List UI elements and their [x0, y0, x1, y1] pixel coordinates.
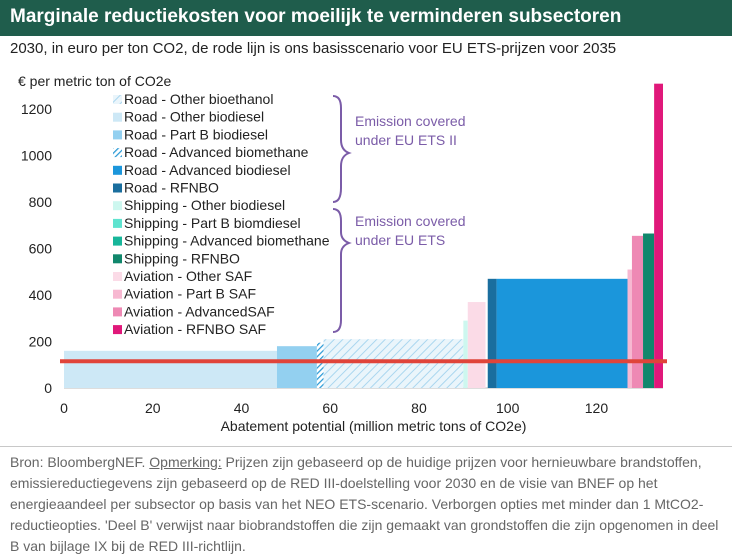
x-tick-label: 80 — [411, 400, 427, 416]
ets2-brace — [332, 95, 352, 203]
annotation-line: Emission covered — [355, 213, 466, 229]
legend-entry: Shipping - Advanced biomethane — [124, 233, 330, 249]
legend-swatch — [113, 130, 122, 140]
legend-swatch — [113, 254, 122, 264]
y-tick-label: 1200 — [21, 101, 52, 117]
legend-swatch — [113, 112, 122, 122]
legend-entry: Road - Advanced biomethane — [124, 144, 309, 160]
legend-entry: Road - Other bioethanol — [124, 91, 273, 107]
legend-entry: Aviation - RFNBO SAF — [124, 321, 266, 337]
bar-shipping-rfnbo — [643, 233, 655, 388]
legend-swatch — [113, 148, 122, 158]
mac-curve-chart: € per metric ton of CO2e0200400600800100… — [18, 73, 667, 434]
footnote-note-label: Opmerking: — [149, 454, 222, 470]
chart-subtitle: 2030, in euro per ton CO2, de rode lijn … — [10, 40, 617, 57]
y-tick-label: 0 — [44, 380, 52, 396]
bar-road-other-bioethanol — [323, 339, 464, 388]
footnote-note-text: Prijzen zijn gebaseerd op de huidige pri… — [10, 454, 719, 554]
legend-entry: Aviation - Part B SAF — [124, 286, 256, 302]
bar-aviation-part-b-saf — [627, 269, 632, 388]
legend-entry: Shipping - RFNBO — [124, 250, 240, 266]
legend-swatch — [113, 289, 122, 299]
legend-swatch — [113, 201, 122, 211]
bar-road-rfnbo — [487, 278, 497, 388]
x-tick-label: 20 — [145, 400, 161, 416]
x-tick-label: 0 — [60, 400, 68, 416]
bar-road-part-b-biodiesel — [276, 346, 317, 388]
y-tick-label: 1000 — [21, 148, 52, 164]
x-axis-label: Abatement potential (million metric tons… — [221, 418, 527, 434]
ets-brace — [332, 208, 352, 333]
bar-shipping-other-biodiesel — [463, 320, 468, 388]
legend-swatch — [113, 236, 122, 246]
legend-entry: Aviation - Other SAF — [124, 268, 252, 284]
annotation-line: under EU ETS — [355, 232, 445, 248]
bar-aviation-advancedsaf — [631, 235, 644, 388]
legend-swatch — [113, 272, 122, 281]
y-tick-label: 800 — [29, 194, 53, 210]
legend-swatch — [113, 307, 122, 317]
y-tick-label: 200 — [29, 334, 53, 350]
x-tick-label: 60 — [322, 400, 338, 416]
footnote-source: Bron: BloombergNEF. — [10, 454, 150, 470]
title-bar: Marginale reductiekosten voor moeilijk t… — [0, 0, 732, 36]
legend-swatch — [113, 218, 122, 228]
legend-swatch — [113, 95, 122, 104]
page-title: Marginale reductiekosten voor moeilijk t… — [10, 6, 622, 27]
y-tick-label: 600 — [29, 241, 53, 257]
legend-entry: Road - Part B biodiesel — [124, 126, 268, 142]
bar-road-other-biodiesel — [64, 350, 277, 388]
legend-entry: Road - Other biodiesel — [124, 109, 264, 125]
x-tick-label: 100 — [496, 400, 520, 416]
annotation-line: Emission covered — [355, 113, 466, 129]
y-axis-label: € per metric ton of CO2e — [18, 73, 172, 89]
bar-road-advanced-biomethane — [316, 342, 324, 388]
footnote: Bron: BloombergNEF. Opmerking: Prijzen z… — [10, 452, 722, 557]
x-tick-label: 120 — [585, 400, 609, 416]
legend-entry: Shipping - Other biodiesel — [124, 197, 285, 213]
footnote-divider — [0, 446, 732, 447]
bar-aviation-rfnbo-saf — [654, 83, 663, 388]
legend-swatch — [113, 325, 122, 335]
legend-entry: Road - RFNBO — [124, 180, 219, 196]
bar-road-advanced-biodiesel — [496, 278, 628, 388]
bar-aviation-other-saf — [467, 302, 486, 388]
x-tick-label: 40 — [234, 400, 250, 416]
legend-swatch — [113, 165, 122, 175]
legend-swatch — [113, 183, 122, 193]
legend-entry: Shipping - Part B biomdiesel — [124, 215, 301, 231]
y-tick-label: 400 — [29, 287, 53, 303]
legend-entry: Aviation - AdvancedSAF — [124, 303, 275, 319]
annotation-line: under EU ETS II — [355, 132, 457, 148]
legend-entry: Road - Advanced biodiesel — [124, 162, 291, 178]
